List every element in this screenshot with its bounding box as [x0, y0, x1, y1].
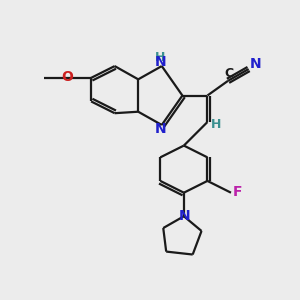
Text: N: N — [178, 209, 190, 223]
Text: C: C — [224, 67, 233, 80]
Text: N: N — [249, 57, 261, 71]
Text: H: H — [155, 51, 166, 64]
Text: H: H — [211, 118, 221, 131]
Text: N: N — [154, 122, 166, 136]
Text: N: N — [154, 55, 166, 69]
Text: F: F — [233, 185, 242, 199]
Text: O: O — [61, 70, 73, 84]
